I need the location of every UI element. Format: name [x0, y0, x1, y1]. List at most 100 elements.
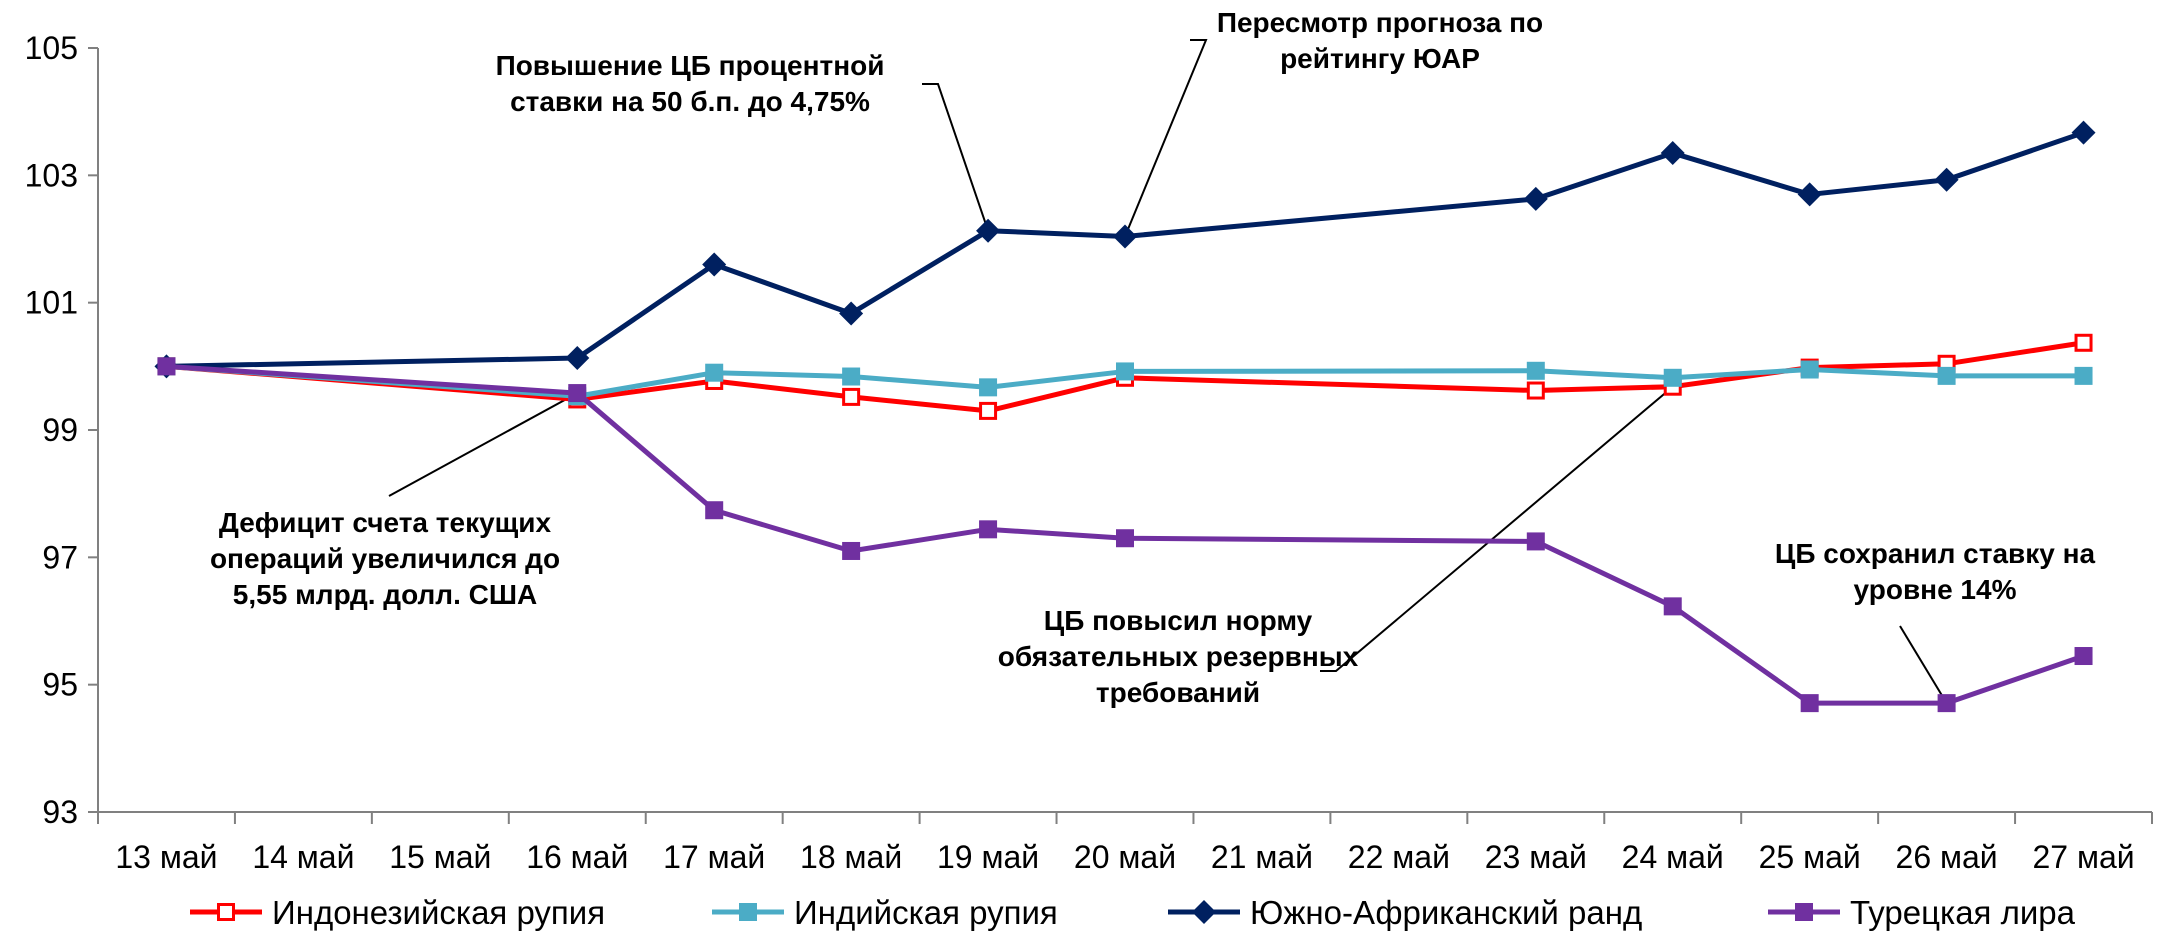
data-point — [1116, 362, 1134, 381]
data-point — [1797, 182, 1822, 207]
legend-marker — [1795, 903, 1813, 921]
data-point — [842, 541, 861, 560]
x-tick-label: 25 май — [1759, 839, 1861, 875]
x-tick-label: 15 май — [389, 839, 491, 875]
series-2 — [154, 120, 2096, 379]
annotation-leader — [1899, 625, 1948, 704]
data-point — [1526, 532, 1545, 551]
x-tick-label: 24 май — [1622, 839, 1724, 875]
y-tick-label: 95 — [42, 667, 78, 703]
annotation-line: ЦБ повысил норму — [1044, 605, 1313, 636]
annotation-line: обязательных резервных — [998, 641, 1359, 672]
annotation-line: ЦБ сохранил ставку на — [1775, 538, 2096, 569]
data-point — [1937, 694, 1956, 713]
legend-label: Южно-Африканский ранд — [1250, 894, 1642, 931]
y-tick-label: 93 — [42, 794, 78, 830]
y-tick-label: 97 — [42, 539, 78, 575]
data-point — [1116, 529, 1134, 548]
legend-label: Индийская рупия — [794, 894, 1058, 931]
annotation-text: Дефицит счета текущих операций увеличился… — [210, 507, 560, 610]
data-point — [1800, 694, 1819, 713]
y-tick-label: 105 — [25, 30, 78, 66]
annotation-line: Пересмотр прогноза по — [1217, 7, 1543, 38]
x-tick-label: 13 май — [115, 839, 217, 875]
data-point — [839, 301, 864, 326]
legend-label: Турецкая лира — [1850, 894, 2076, 931]
x-tick-label: 20 май — [1074, 839, 1176, 875]
data-point — [976, 218, 1001, 243]
data-point — [705, 501, 724, 520]
legend-marker — [1192, 900, 1216, 924]
legend-item-3[interactable]: Турецкая лира — [1768, 894, 2076, 931]
y-tick-label: 99 — [42, 412, 78, 448]
data-point — [2074, 647, 2093, 666]
x-tick-label: 17 май — [663, 839, 765, 875]
data-point — [979, 520, 998, 539]
x-tick-label: 21 май — [1211, 839, 1313, 875]
y-tick-label: 103 — [25, 157, 78, 193]
data-point — [979, 378, 998, 397]
data-point — [2071, 120, 2096, 145]
data-point — [1937, 366, 1956, 385]
annotation-leader — [922, 83, 990, 232]
data-point — [2074, 333, 2093, 352]
legend[interactable]: Индонезийская рупия Индийская рупия Южно-А… — [190, 894, 2076, 931]
annotation-line: 5,55 млрд. долл. США — [233, 579, 537, 610]
data-point — [2074, 366, 2093, 385]
x-tick-label: 27 май — [2032, 839, 2134, 875]
series-3 — [157, 357, 2093, 713]
annotation-line: уровне 14% — [1854, 574, 2017, 605]
annotation-line: Дефицит счета текущих — [219, 507, 552, 538]
legend-marker — [217, 903, 235, 921]
data-point — [1660, 141, 1685, 166]
data-point — [1800, 360, 1819, 379]
series-group — [154, 120, 2096, 713]
x-tick-label: 22 май — [1348, 839, 1450, 875]
annotation-text: Пересмотр прогноза по рейтингу ЮАР — [1217, 7, 1543, 74]
annotation-leaders — [388, 39, 1948, 704]
data-point — [702, 252, 727, 277]
annotation-leader — [1124, 39, 1208, 237]
legend-marker — [739, 903, 757, 921]
annotations: Повышение ЦБ процентной ставки на 50 б.п.… — [210, 7, 2096, 708]
data-point — [1934, 167, 1959, 192]
data-point — [565, 346, 590, 371]
legend-item-0[interactable]: Индонезийская рупия — [190, 894, 605, 931]
y-tick-label: 101 — [25, 285, 78, 321]
annotation-line: требований — [1096, 677, 1260, 708]
legend-label: Индонезийская рупия — [272, 894, 605, 931]
x-tick-label: 19 май — [937, 839, 1039, 875]
series-line — [166, 130, 2085, 369]
annotation-leader — [1320, 385, 1674, 672]
data-point — [842, 387, 861, 406]
data-point — [1526, 381, 1545, 400]
data-point — [1523, 186, 1548, 211]
legend-item-2[interactable]: Южно-Африканский ранд — [1168, 894, 1642, 931]
x-tick-label: 16 май — [526, 839, 628, 875]
data-point — [1663, 597, 1682, 616]
data-point — [157, 357, 176, 376]
x-tick-label: 23 май — [1485, 839, 1587, 875]
annotation-line: рейтингу ЮАР — [1280, 43, 1480, 74]
axes — [88, 47, 2153, 824]
annotation-text: ЦБ повысил норму обязательных резервных тр… — [998, 605, 1359, 708]
annotation-line: Повышение ЦБ процентной — [496, 50, 885, 81]
data-point — [979, 401, 998, 420]
annotation-line: операций увеличился до — [210, 543, 560, 574]
x-tick-label: 14 май — [252, 839, 354, 875]
data-point — [705, 363, 724, 382]
annotation-text: ЦБ сохранил ставку на уровне 14% — [1775, 538, 2096, 605]
data-point — [1663, 368, 1682, 387]
x-tick-label: 26 май — [1896, 839, 1998, 875]
annotation-text: Повышение ЦБ процентной ставки на 50 б.п.… — [496, 50, 885, 117]
legend-item-1[interactable]: Индийская рупия — [712, 894, 1058, 931]
annotation-line: ставки на 50 б.п. до 4,75% — [510, 86, 870, 117]
tick-labels: 93 95 97 99 101 103 105 13 май 14 май 15 май 16 ма… — [25, 30, 2135, 875]
data-point — [1526, 361, 1545, 380]
data-point — [568, 384, 587, 403]
data-point — [842, 367, 861, 386]
data-point — [1113, 224, 1137, 249]
annotation-leader — [388, 392, 578, 497]
x-tick-label: 18 май — [800, 839, 902, 875]
